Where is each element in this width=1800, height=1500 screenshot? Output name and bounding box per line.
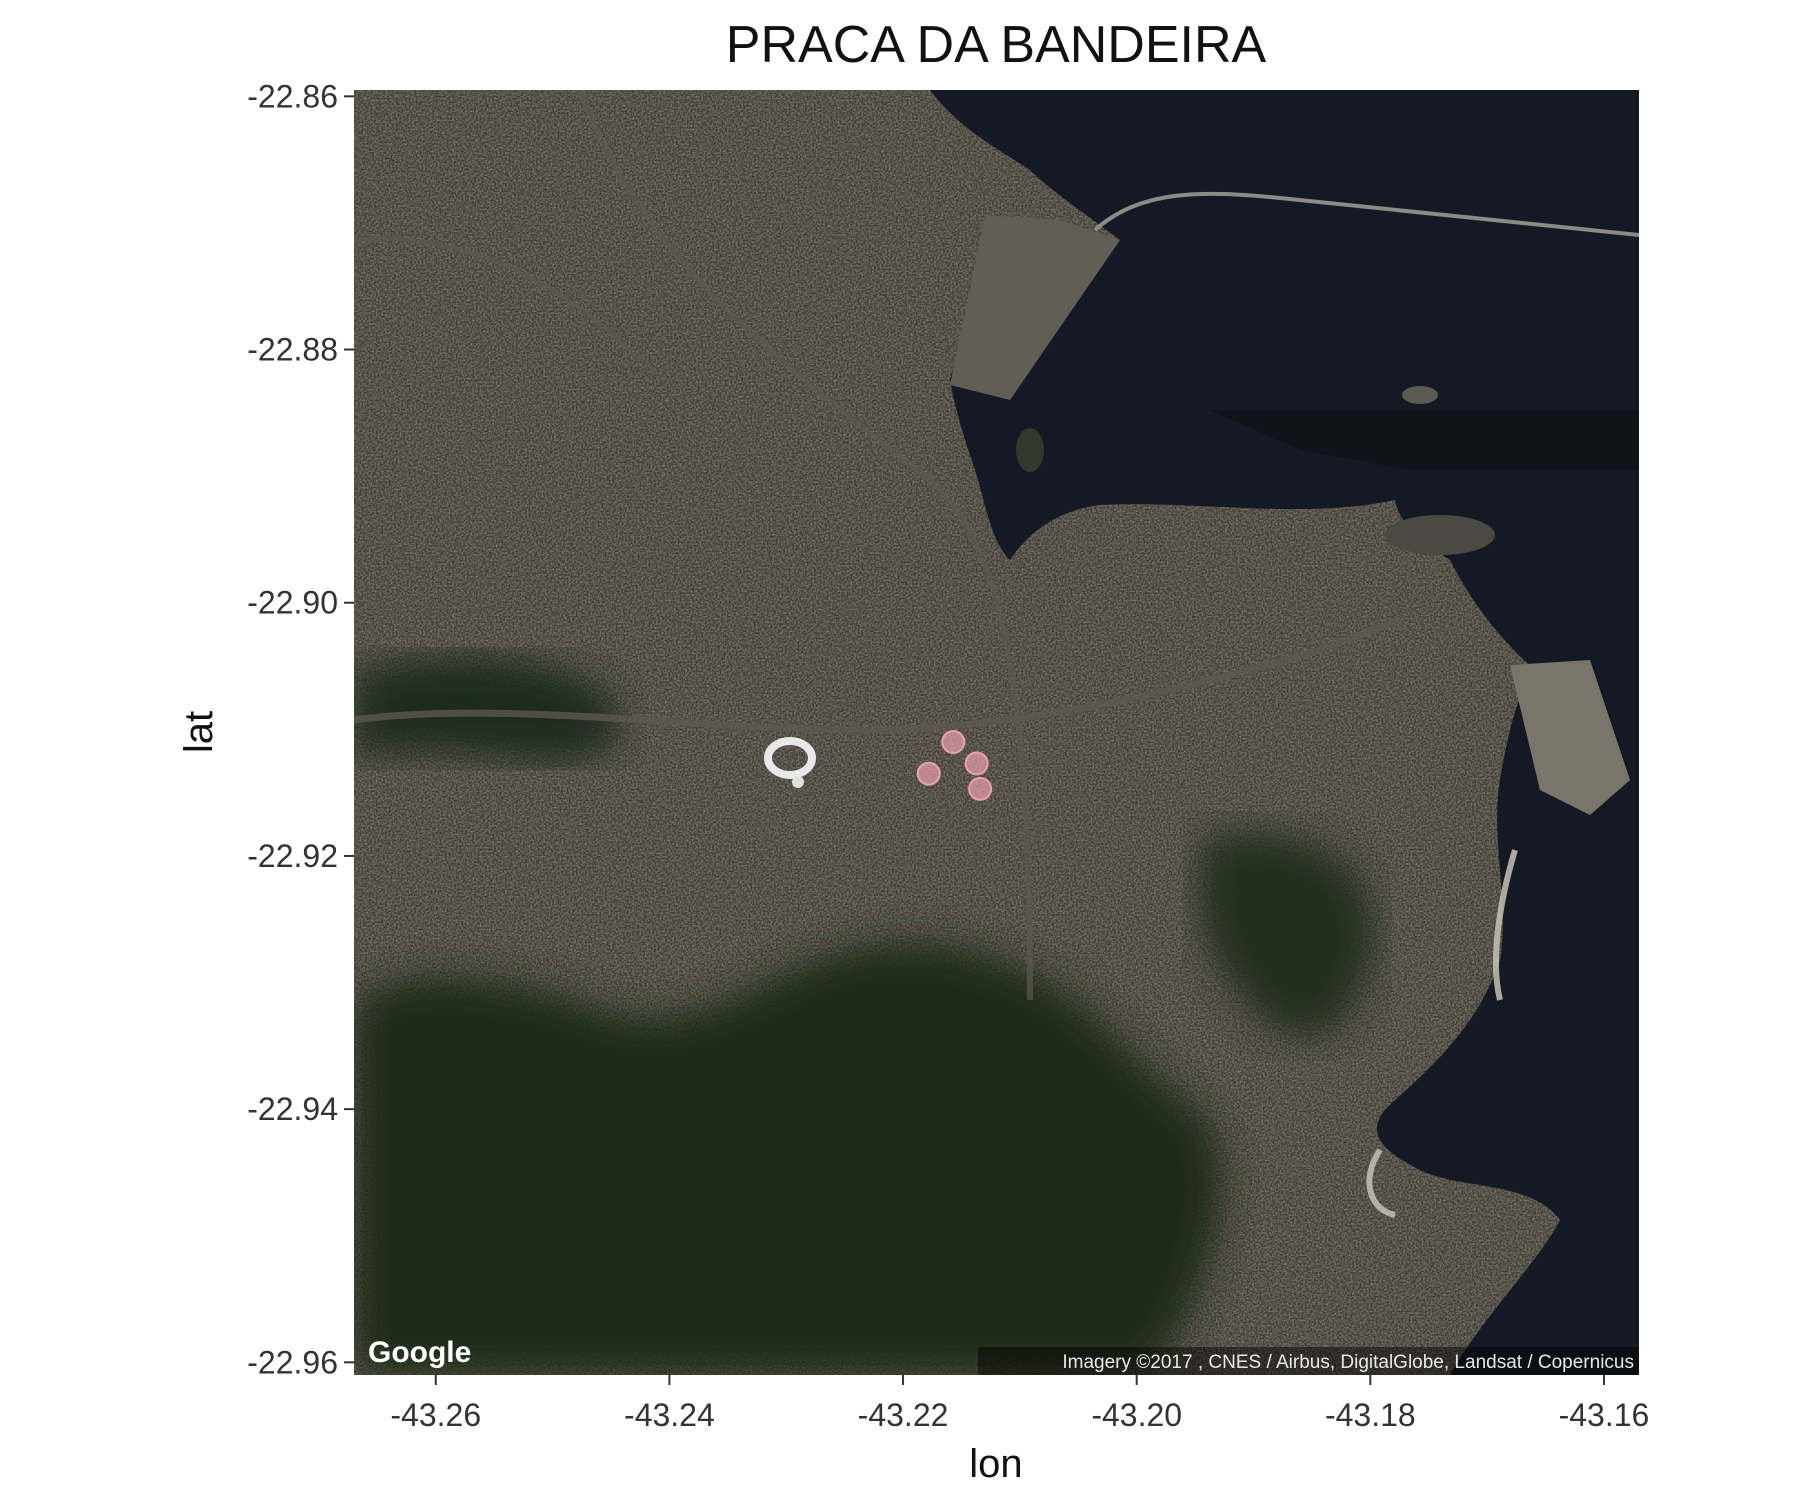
x-tick-label: -43.22: [858, 1397, 949, 1433]
data-point: [941, 729, 966, 754]
x-tick-label: -43.16: [1559, 1397, 1650, 1433]
y-tick-label: -22.88: [247, 332, 338, 368]
basemap-beach: [1366, 849, 1518, 1218]
y-tick-label: -22.86: [247, 78, 338, 114]
attribution-background: [978, 1347, 1639, 1375]
basemap-island: [1385, 515, 1495, 555]
basemap-forest: [1200, 832, 1375, 1040]
basemap-forest: [354, 657, 621, 760]
basemap-stadium: [764, 737, 816, 779]
chart-title: PRACA DA BANDEIRA: [726, 16, 1267, 74]
basemap-island: [1402, 386, 1438, 404]
x-tick-label: -43.26: [390, 1397, 481, 1433]
y-tick-label: -22.96: [247, 1344, 338, 1380]
basemap-island: [1016, 428, 1044, 472]
x-axis-title: lon: [969, 1442, 1022, 1486]
basemap: [354, 90, 1639, 1375]
y-tick-label: -22.94: [247, 1091, 338, 1127]
basemap-water-shadow: [1210, 410, 1639, 470]
basemap-road: [354, 236, 642, 362]
x-tick-label: -43.18: [1325, 1397, 1416, 1433]
google-logo: Google: [368, 1336, 471, 1369]
x-tick-label: -43.20: [1091, 1397, 1182, 1433]
y-axis: -22.86 -22.88 -22.90 -22.92 -22.94 -22.96: [247, 78, 354, 1380]
basemap-bridge: [1093, 191, 1639, 237]
x-axis: -43.26 -43.24 -43.22 -43.20 -43.18 -43.16: [390, 1375, 1649, 1433]
basemap-port: [950, 215, 1120, 400]
data-point: [916, 761, 941, 786]
basemap-road: [577, 90, 1033, 1001]
attribution-text: Imagery ©2017 , CNES / Airbus, DigitalGl…: [1062, 1352, 1634, 1373]
basemap-forest: [354, 943, 1222, 1375]
y-tick-label: -22.92: [247, 838, 338, 874]
data-points: [916, 729, 993, 801]
x-tick-label: -43.24: [624, 1397, 715, 1433]
basemap-airport: [1510, 660, 1630, 815]
data-point: [964, 751, 989, 776]
basemap-stadium-small: [792, 776, 804, 788]
data-point: [968, 776, 993, 801]
y-axis-title: lat: [177, 711, 221, 753]
y-tick-label: -22.90: [247, 585, 338, 621]
basemap-road: [354, 616, 1402, 734]
